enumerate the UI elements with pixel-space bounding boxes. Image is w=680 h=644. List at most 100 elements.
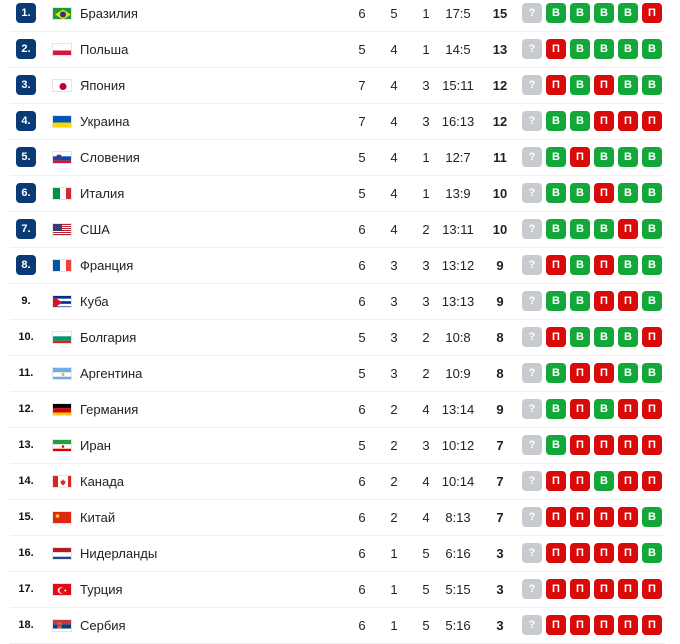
form-win[interactable]: В <box>618 327 638 347</box>
form-unknown[interactable]: ? <box>522 183 542 203</box>
form-win[interactable]: В <box>594 39 614 59</box>
form-unknown[interactable]: ? <box>522 579 542 599</box>
table-row[interactable]: 15. Китай 6 2 4 8:13 7 ? П П П П В <box>10 499 665 536</box>
team-name[interactable]: Словения <box>80 149 140 165</box>
form-loss[interactable]: П <box>594 615 614 635</box>
form-loss[interactable]: П <box>594 543 614 563</box>
form-loss[interactable]: П <box>546 471 566 491</box>
form-win[interactable]: В <box>546 219 566 239</box>
team-name[interactable]: Нидерланды <box>80 545 158 561</box>
form-loss[interactable]: П <box>594 183 614 203</box>
form-loss[interactable]: П <box>570 471 590 491</box>
form-unknown[interactable]: ? <box>522 399 542 419</box>
form-loss[interactable]: П <box>570 363 590 383</box>
form-win[interactable]: В <box>618 147 638 167</box>
form-win[interactable]: В <box>642 219 662 239</box>
form-loss[interactable]: П <box>618 543 638 563</box>
form-win[interactable]: В <box>594 471 614 491</box>
form-win[interactable]: В <box>642 183 662 203</box>
team-name[interactable]: Франция <box>80 257 134 273</box>
table-row[interactable]: 11. Аргентина 5 3 2 10:9 8 ? В П П В В <box>10 355 665 392</box>
form-unknown[interactable]: ? <box>522 255 542 275</box>
form-win[interactable]: В <box>642 507 662 527</box>
form-loss[interactable]: П <box>642 399 662 419</box>
form-loss[interactable]: П <box>618 435 638 455</box>
team-name[interactable]: Болгария <box>80 329 137 345</box>
form-loss[interactable]: П <box>546 327 566 347</box>
form-win[interactable]: В <box>546 399 566 419</box>
form-unknown[interactable]: ? <box>522 39 542 59</box>
table-row[interactable]: 7. США 6 4 2 13:11 10 ? В В В П В <box>10 211 665 248</box>
form-loss[interactable]: П <box>594 507 614 527</box>
form-unknown[interactable]: ? <box>522 219 542 239</box>
form-loss[interactable]: П <box>642 615 662 635</box>
form-loss[interactable]: П <box>618 471 638 491</box>
table-row[interactable]: 6. Италия 5 4 1 13:9 10 ? В В П В В <box>10 175 665 212</box>
form-loss[interactable]: П <box>642 471 662 491</box>
team-name[interactable]: Бразилия <box>80 5 138 21</box>
form-loss[interactable]: П <box>570 399 590 419</box>
team-name[interactable]: Италия <box>80 185 125 201</box>
form-win[interactable]: В <box>570 291 590 311</box>
form-loss[interactable]: П <box>546 507 566 527</box>
team-name[interactable]: Турция <box>80 581 123 597</box>
table-row[interactable]: 13. Иран 5 2 3 10:12 7 ? В П П П П <box>10 427 665 464</box>
form-unknown[interactable]: ? <box>522 507 542 527</box>
team-name[interactable]: Япония <box>80 77 126 93</box>
team-name[interactable]: Украина <box>80 113 130 129</box>
form-loss[interactable]: П <box>618 399 638 419</box>
form-loss[interactable]: П <box>594 363 614 383</box>
table-row[interactable]: 16. Нидерланды 6 1 5 6:16 3 ? П П П П В <box>10 535 665 572</box>
table-row[interactable]: 10. Болгария 5 3 2 10:8 8 ? П В В В П <box>10 319 665 356</box>
form-loss[interactable]: П <box>594 435 614 455</box>
form-win[interactable]: В <box>594 399 614 419</box>
form-unknown[interactable]: ? <box>522 471 542 491</box>
form-unknown[interactable]: ? <box>522 615 542 635</box>
form-unknown[interactable]: ? <box>522 75 542 95</box>
form-win[interactable]: В <box>546 3 566 23</box>
team-name[interactable]: Канада <box>80 473 125 489</box>
form-unknown[interactable]: ? <box>522 3 542 23</box>
form-loss[interactable]: П <box>618 507 638 527</box>
form-win[interactable]: В <box>546 291 566 311</box>
form-loss[interactable]: П <box>570 543 590 563</box>
table-row[interactable]: 9. Куба 6 3 3 13:13 9 ? В В П П В <box>10 283 665 320</box>
form-loss[interactable]: П <box>594 255 614 275</box>
form-win[interactable]: В <box>618 3 638 23</box>
form-loss[interactable]: П <box>570 579 590 599</box>
form-win[interactable]: В <box>570 3 590 23</box>
form-win[interactable]: В <box>618 183 638 203</box>
form-loss[interactable]: П <box>642 579 662 599</box>
form-loss[interactable]: П <box>618 111 638 131</box>
form-win[interactable]: В <box>570 219 590 239</box>
form-win[interactable]: В <box>570 327 590 347</box>
form-unknown[interactable]: ? <box>522 147 542 167</box>
team-name[interactable]: Куба <box>80 293 109 309</box>
table-row[interactable]: 18. Сербия 6 1 5 5:16 3 ? П П П П П <box>10 607 665 644</box>
form-loss[interactable]: П <box>570 615 590 635</box>
team-name[interactable]: Польша <box>80 41 129 57</box>
table-row[interactable]: 2. Польша 5 4 1 14:5 13 ? П В В В В <box>10 31 665 68</box>
form-win[interactable]: В <box>594 327 614 347</box>
form-win[interactable]: В <box>546 435 566 455</box>
table-row[interactable]: 14. Канада 6 2 4 10:14 7 ? П П В П П <box>10 463 665 500</box>
team-name[interactable]: США <box>80 221 110 237</box>
form-loss[interactable]: П <box>546 75 566 95</box>
form-unknown[interactable]: ? <box>522 363 542 383</box>
team-name[interactable]: Сербия <box>80 617 126 633</box>
form-loss[interactable]: П <box>546 579 566 599</box>
form-win[interactable]: В <box>546 363 566 383</box>
form-win[interactable]: В <box>570 183 590 203</box>
form-loss[interactable]: П <box>546 39 566 59</box>
table-row[interactable]: 1. Бразилия 6 5 1 17:5 15 ? В В В В П <box>10 0 665 32</box>
form-unknown[interactable]: ? <box>522 111 542 131</box>
form-loss[interactable]: П <box>618 291 638 311</box>
form-loss[interactable]: П <box>594 579 614 599</box>
form-win[interactable]: В <box>618 75 638 95</box>
form-unknown[interactable]: ? <box>522 543 542 563</box>
form-win[interactable]: В <box>642 291 662 311</box>
table-row[interactable]: 5. Словения 5 4 1 12:7 11 ? В П В В В <box>10 139 665 176</box>
form-unknown[interactable]: ? <box>522 291 542 311</box>
form-win[interactable]: В <box>618 363 638 383</box>
form-loss[interactable]: П <box>618 615 638 635</box>
